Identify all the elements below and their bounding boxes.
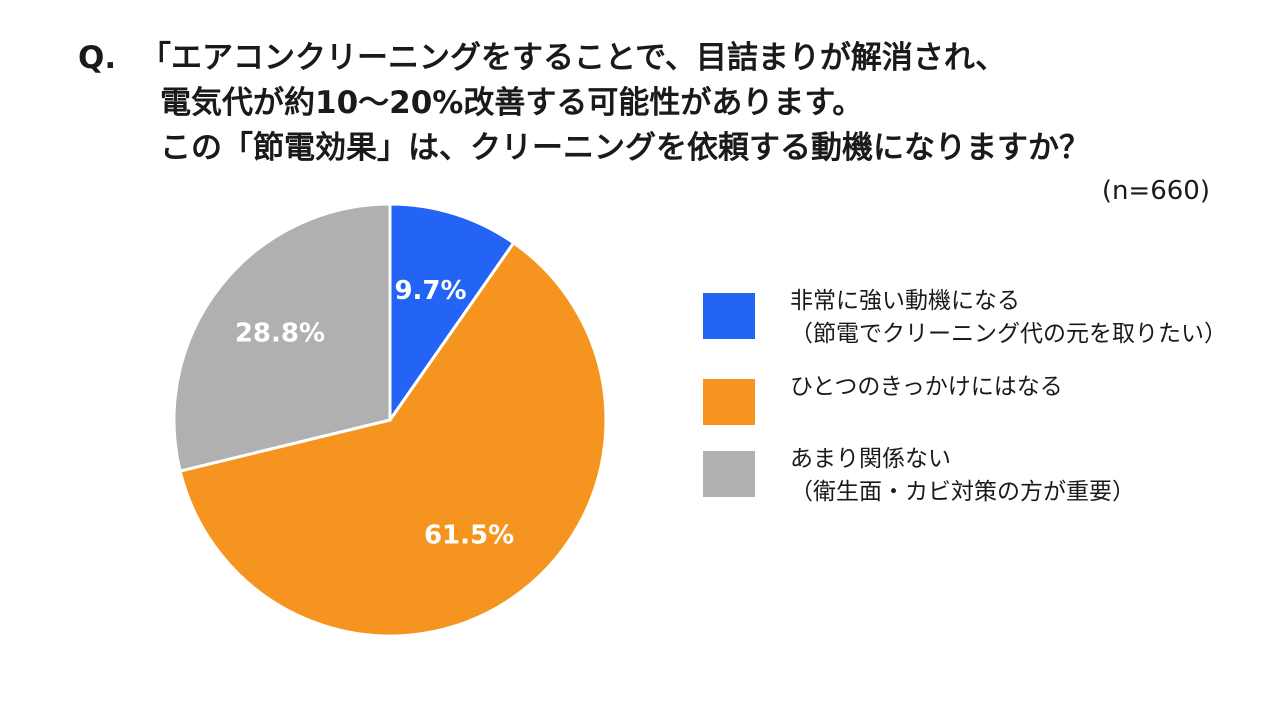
legend-label: 非常に強い動機になる （節電でクリーニング代の元を取りたい） [790, 285, 1227, 351]
pie-slice-label-0: 9.7% [394, 276, 466, 306]
pie-slice-label-2: 28.8% [235, 318, 325, 348]
legend-label-line-1: 非常に強い動機になる [790, 288, 1020, 314]
pie-chart: 9.7% 61.5% 28.8% [172, 202, 608, 638]
question-line-2: 電気代が約10～20%改善する可能性があります。 [160, 85, 864, 121]
sample-size: (n=660) [1101, 176, 1210, 206]
legend-label-line-1: ひとつのきっかけにはなる [790, 374, 1063, 400]
question-prefix: Q. [78, 40, 117, 76]
legend-item-not-related: あまり関係ない （衛生面・カビ対策の方が重要） [703, 443, 1263, 529]
question-line-3: この「節電効果」は、クリーニングを依頼する動機になりますか？ [160, 130, 1090, 166]
pie-slice-0 [388, 202, 516, 425]
legend-label-line-2: （節電でクリーニング代の元を取りたい） [790, 321, 1227, 347]
legend-item-strong-motivation: 非常に強い動機になる （節電でクリーニング代の元を取りたい） [703, 285, 1263, 371]
pie-slice-1 [178, 240, 608, 638]
legend-swatch-blue [703, 293, 755, 339]
legend-label-line-1: あまり関係ない [790, 446, 951, 472]
pie-slice-label-1: 61.5% [424, 521, 514, 551]
legend-swatch-orange [703, 379, 755, 425]
legend-label: あまり関係ない （衛生面・カビ対策の方が重要） [790, 443, 1135, 509]
pie-slice-2 [172, 202, 392, 473]
legend: 非常に強い動機になる （節電でクリーニング代の元を取りたい） ひとつのきっかけに… [703, 285, 1263, 529]
legend-label-line-2: （衛生面・カビ対策の方が重要） [790, 479, 1135, 505]
question-line-1: 「エアコンクリーニングをすることで、目詰まりが解消され、 [140, 40, 1007, 76]
legend-item-one-trigger: ひとつのきっかけにはなる [703, 371, 1263, 443]
legend-label: ひとつのきっかけにはなる [790, 371, 1063, 404]
legend-swatch-gray [703, 451, 755, 497]
